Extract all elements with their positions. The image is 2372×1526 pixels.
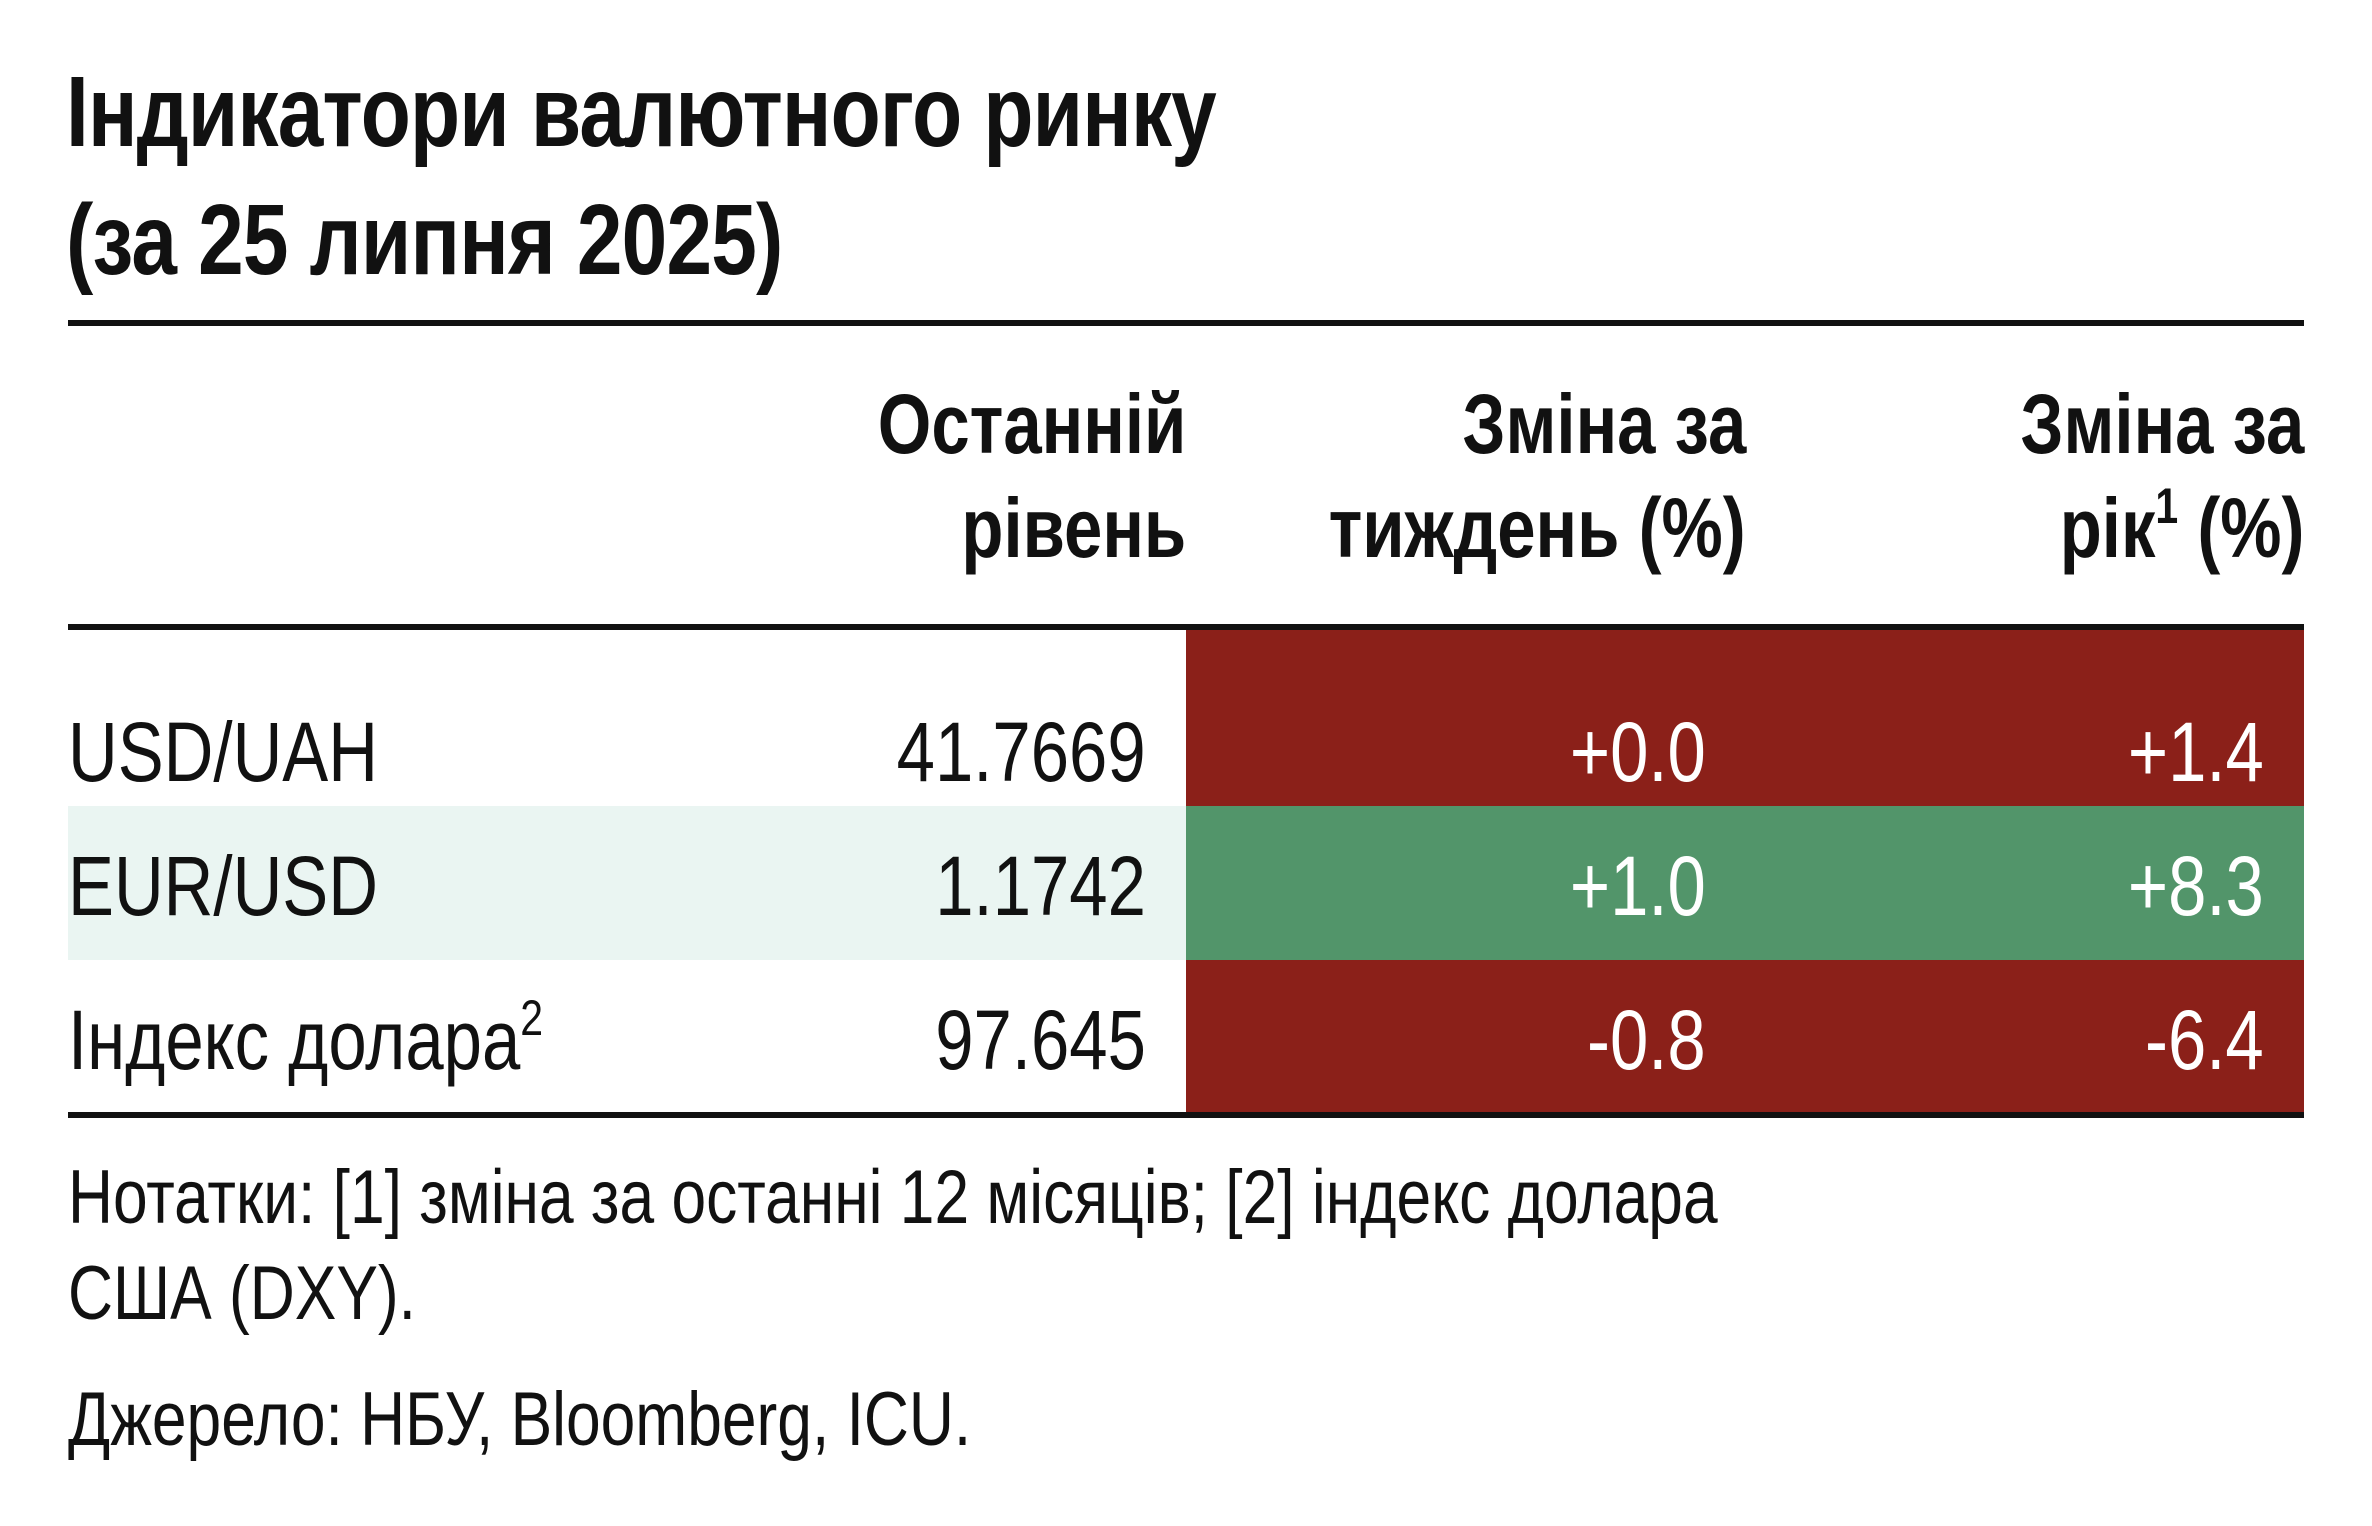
- notes-line-2: США (DXY).: [68, 1251, 416, 1336]
- title-line-2: (за 25 липня 2025): [66, 184, 783, 296]
- row-label: USD/UAH: [68, 702, 446, 802]
- source-note: Джерело: НБУ, Bloomberg, ICU.: [68, 1377, 972, 1462]
- header-year-change-line2: рік1 (%): [2059, 476, 2304, 580]
- row-label-text: EUR/USD: [68, 839, 378, 933]
- header-last-level: Останній рівень: [760, 372, 1186, 580]
- last-level-value: 97.645: [760, 990, 1146, 1090]
- last-level-text: 41.7669: [897, 705, 1146, 799]
- row-label-text: Індекс долара: [68, 993, 521, 1087]
- row-shade: [68, 806, 1186, 960]
- year-change-value: +1.4: [1746, 702, 2264, 802]
- top-divider: [68, 320, 2304, 326]
- week-change-text: -0.8: [1587, 993, 1706, 1087]
- change-cell-bg-row1: [1186, 630, 2304, 806]
- year-change-value: +8.3: [1746, 836, 2264, 936]
- last-level-value: 1.1742: [760, 836, 1146, 936]
- page-title: Індикатори валютного ринку (за 25 липня …: [66, 48, 1903, 304]
- header-last-level-line2: рівень: [961, 481, 1186, 575]
- footnote-marker-2: 2: [520, 990, 544, 1046]
- header-year-unit: (%): [2177, 481, 2304, 575]
- year-change-value: -6.4: [1746, 990, 2264, 1090]
- title-line-1: Індикатори валютного ринку: [66, 56, 1217, 168]
- week-change-value: +1.0: [1186, 836, 1706, 936]
- week-change-value: +0.0: [1186, 702, 1706, 802]
- header-week-change-line1: Зміна за: [1462, 377, 1746, 471]
- header-week-change-line2: тиждень (%): [1328, 481, 1746, 575]
- bottom-divider: [68, 1112, 2304, 1118]
- last-level-text: 1.1742: [935, 839, 1146, 933]
- header-divider: [68, 624, 2304, 630]
- change-cell-bg-row2: [1186, 806, 2304, 960]
- week-change-text: +0.0: [1570, 705, 1706, 799]
- row-label: EUR/USD: [68, 836, 446, 936]
- notes-line-1: Нотатки: [1] зміна за останні 12 місяців…: [68, 1155, 1718, 1240]
- header-year-word: рік: [2059, 481, 2155, 575]
- change-cell-bg-row3: [1186, 960, 2304, 1112]
- year-change-text: +1.4: [2128, 705, 2264, 799]
- last-level-value: 41.7669: [760, 702, 1146, 802]
- year-change-text: +8.3: [2128, 839, 2264, 933]
- year-change-text: -6.4: [2145, 993, 2264, 1087]
- row-label-text: USD/UAH: [68, 705, 378, 799]
- header-week-change: Зміна за тиждень (%): [1186, 372, 1746, 580]
- header-year-change-line1: Зміна за: [2020, 377, 2304, 471]
- header-last-level-line1: Останній: [877, 377, 1186, 471]
- footnote-marker-1: 1: [2154, 478, 2178, 534]
- week-change-text: +1.0: [1570, 839, 1706, 933]
- week-change-value: -0.8: [1186, 990, 1706, 1090]
- row-label: Індекс долара2: [68, 990, 647, 1090]
- header-year-change: Зміна за рік1 (%): [1746, 372, 2304, 580]
- last-level-text: 97.645: [935, 993, 1146, 1087]
